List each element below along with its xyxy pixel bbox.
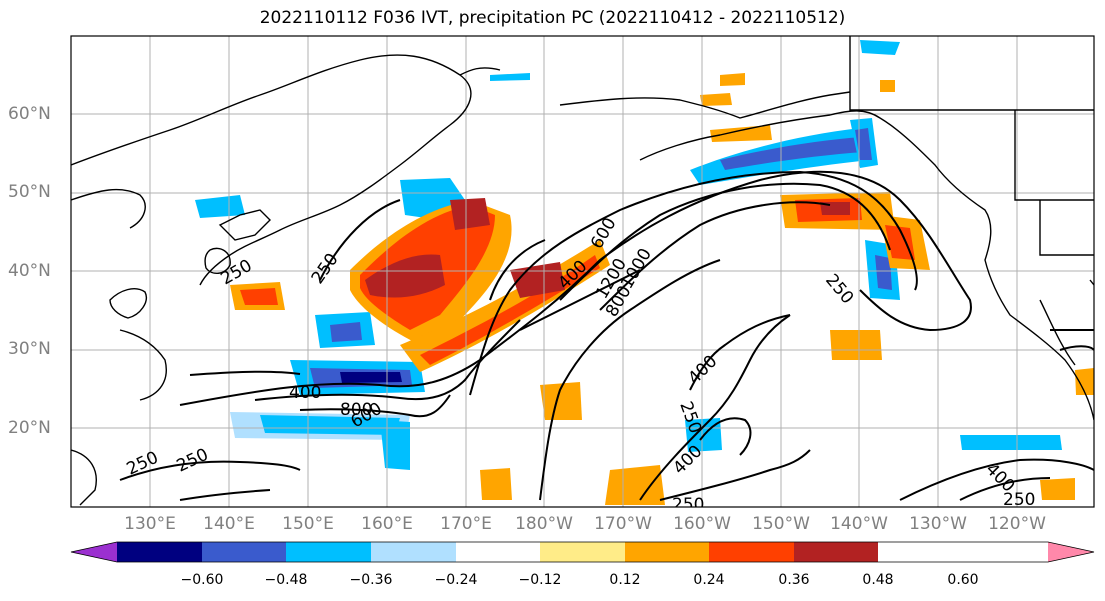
lon-label-170w: 170°W — [594, 514, 652, 534]
lon-label-120w: 120°W — [988, 514, 1046, 534]
colorbar-tick: −0.12 — [518, 572, 562, 588]
colorbar-segment — [117, 542, 202, 562]
map-frame — [70, 35, 1095, 508]
contour-label: 250 — [1003, 490, 1035, 510]
colorbar-segment — [371, 542, 456, 562]
colorbar-extend-max — [1048, 542, 1094, 562]
lon-label-160w: 160°W — [673, 514, 731, 534]
colorbar-segment — [540, 542, 625, 562]
colorbar-tick: 0.36 — [778, 572, 810, 588]
lon-label-170e: 170°E — [440, 514, 492, 534]
lon-label-140w: 140°W — [830, 514, 888, 534]
lon-label-130w: 130°W — [909, 514, 967, 534]
colorbar-tick: 0.24 — [693, 572, 725, 588]
graticule — [71, 36, 1094, 507]
contour-label: 400 — [289, 383, 321, 403]
lat-label-50n: 50°N — [8, 182, 51, 202]
negative-shading — [195, 40, 1062, 470]
lon-label-130e: 130°E — [124, 514, 176, 534]
contour-label: 250 — [672, 495, 704, 515]
map-title: 2022110112 F036 IVT, precipitation PC (2… — [259, 8, 846, 28]
lat-label-20n: 20°N — [8, 418, 51, 438]
lon-label-150e: 150°E — [282, 514, 334, 534]
colorbar-tick: −0.24 — [434, 572, 478, 588]
colorbar-extend-min — [71, 542, 117, 562]
colorbar-segment — [456, 542, 540, 562]
colorbar-segment — [709, 542, 794, 562]
colorbar-segment — [794, 542, 878, 562]
lat-label-60n: 60°N — [8, 104, 51, 124]
colorbar-segment — [625, 542, 709, 562]
colorbar-tick: −0.36 — [349, 572, 393, 588]
colorbar-tick: 0.60 — [947, 572, 979, 588]
colorbar-outline — [70, 541, 1095, 563]
colorbar-tick: 0.12 — [609, 572, 641, 588]
coastlines — [71, 36, 1094, 506]
colorbar-tick: −0.48 — [264, 572, 308, 588]
colorbar-segment — [202, 542, 286, 562]
lat-label-30n: 30°N — [8, 339, 51, 359]
colorbar-tick: 0.48 — [862, 572, 894, 588]
lon-label-150w: 150°W — [752, 514, 810, 534]
lon-label-160e: 160°E — [361, 514, 413, 534]
lat-label-40n: 40°N — [8, 261, 51, 281]
positive-shading — [230, 73, 1094, 505]
colorbar-segment — [286, 542, 371, 562]
colorbar-tick: −0.60 — [180, 572, 224, 588]
contour-label: 800 — [340, 400, 372, 420]
colorbar — [70, 541, 1095, 563]
lon-label-140e: 140°E — [203, 514, 255, 534]
lon-label-180w: 180°W — [515, 514, 573, 534]
ivt-contours — [119, 170, 1094, 501]
